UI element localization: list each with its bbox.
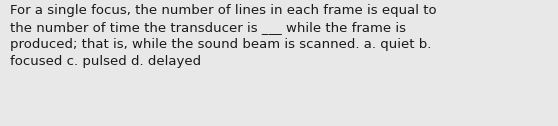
Text: For a single focus, the number of lines in each frame is equal to
the number of : For a single focus, the number of lines … (10, 4, 437, 68)
